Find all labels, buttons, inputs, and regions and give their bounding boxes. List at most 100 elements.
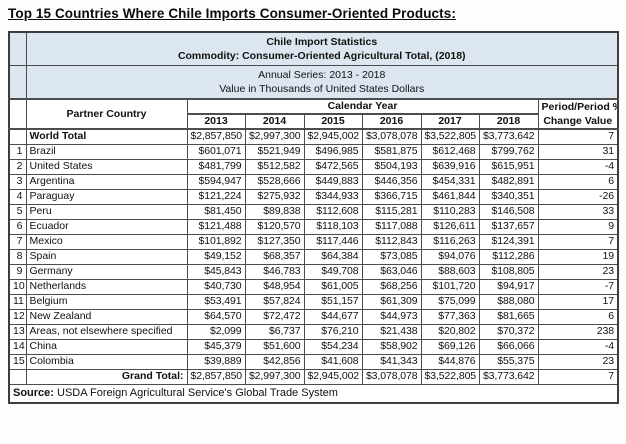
year-header-2018: 2018 xyxy=(478,113,539,130)
value-cell-2018: $799,762 xyxy=(478,143,539,160)
value-cell-2013: $121,488 xyxy=(186,218,246,235)
value-cell-2018: $3,773,642 xyxy=(478,368,539,385)
table-subtitle-cell: Annual Series: 2013 - 2018 Value in Thou… xyxy=(25,65,619,100)
country-cell: Argentina xyxy=(25,173,188,190)
value-cell-2017: $88,603 xyxy=(420,263,480,280)
country-cell: New Zealand xyxy=(25,308,188,325)
value-cell-2016: $3,078,078 xyxy=(361,368,422,385)
header-row-years: 2013 2014 2015 2016 2017 2018 xyxy=(9,113,618,130)
value-cell-2016: $112,843 xyxy=(361,233,422,250)
value-cell-2017: $69,126 xyxy=(420,338,480,355)
country-cell: United States xyxy=(25,158,188,175)
value-cell-2017: $110,283 xyxy=(420,203,480,220)
value-cell-2014: $2,997,300 xyxy=(244,368,305,385)
table-row: 8 Spain $49,152 $68,357 $64,384 $73,085 $94,07… xyxy=(8,248,619,265)
country-cell: Paraguay xyxy=(25,188,188,205)
change-cell: 6 xyxy=(537,308,619,325)
value-cell-2013: $2,857,850 xyxy=(186,128,246,145)
value-cell-2013: $81,450 xyxy=(186,203,246,220)
period-header-line2: Change Value xyxy=(543,115,613,127)
value-cell-2018: $615,951 xyxy=(478,158,539,175)
period-change-header: Period/Period % Change Value xyxy=(537,98,619,130)
table-title-cell: Chile Import Statistics Commodity: Consu… xyxy=(25,31,619,66)
value-cell-2018: $94,917 xyxy=(478,278,539,295)
value-cell-2016: $115,281 xyxy=(361,203,422,220)
value-cell-2016: $3,078,078 xyxy=(361,128,422,145)
value-cell-2013: $53,491 xyxy=(186,293,246,310)
import-statistics-table: Chile Import Statistics Commodity: Consu… xyxy=(8,31,619,404)
page-title: Top 15 Countries Where Chile Imports Con… xyxy=(8,6,456,21)
value-cell-2018: $482,891 xyxy=(478,173,539,190)
value-cell-2015: $449,883 xyxy=(303,173,363,190)
value-cell-2018: $108,805 xyxy=(478,263,539,280)
change-cell: 7 xyxy=(537,128,619,145)
table-row: 7 Mexico $101,892 $127,350 $117,446 $112,843 $… xyxy=(8,233,619,250)
value-cell-2013: $481,799 xyxy=(186,158,246,175)
value-cell-2017: $75,099 xyxy=(420,293,480,310)
change-cell: -7 xyxy=(537,278,619,295)
source-cell: Source: USDA Foreign Agricultural Servic… xyxy=(8,383,619,404)
value-cell-2018: $66,066 xyxy=(478,338,539,355)
change-cell: 238 xyxy=(537,323,619,340)
value-cell-2016: $366,715 xyxy=(361,188,422,205)
value-cell-2015: $44,677 xyxy=(303,308,363,325)
country-cell: Belgium xyxy=(25,293,188,310)
change-cell: 17 xyxy=(537,293,619,310)
value-cell-2018: $137,657 xyxy=(478,218,539,235)
value-cell-2016: $68,256 xyxy=(361,278,422,295)
value-cell-2013: $45,843 xyxy=(186,263,246,280)
value-cell-2016: $446,356 xyxy=(361,173,422,190)
country-cell: Peru xyxy=(25,203,188,220)
table-title: Chile Import Statistics xyxy=(266,36,378,48)
value-cell-2014: $46,783 xyxy=(244,263,305,280)
value-cell-2018: $70,372 xyxy=(478,323,539,340)
rank-cell: 1 xyxy=(8,143,27,160)
change-cell: 23 xyxy=(537,353,619,370)
rank-cell: 9 xyxy=(8,263,27,280)
value-cell-2015: $51,157 xyxy=(303,293,363,310)
value-cell-2013: $2,857,850 xyxy=(186,368,246,385)
value-cell-2015: $41,608 xyxy=(303,353,363,370)
value-cell-2015: $496,985 xyxy=(303,143,363,160)
value-cell-2014: $275,932 xyxy=(244,188,305,205)
rank-cell: 13 xyxy=(8,323,27,340)
value-cell-2016: $58,902 xyxy=(361,338,422,355)
change-cell: 31 xyxy=(537,143,619,160)
value-cell-2017: $639,916 xyxy=(420,158,480,175)
table-row: 4 Paraguay $121,224 $275,932 $344,933 $366,71… xyxy=(8,188,619,205)
table-row: 6 Ecuador $121,488 $120,570 $118,103 $117,088… xyxy=(8,218,619,235)
value-cell-2017: $77,363 xyxy=(420,308,480,325)
table-row: 12 New Zealand $64,570 $72,472 $44,677 $44,97… xyxy=(8,308,619,325)
value-cell-2013: $121,224 xyxy=(186,188,246,205)
value-cell-2016: $504,193 xyxy=(361,158,422,175)
rank-cell: 4 xyxy=(8,188,27,205)
table-row: 14 China $45,379 $51,600 $54,234 $58,902 $69,1… xyxy=(8,338,619,355)
value-cell-2014: $72,472 xyxy=(244,308,305,325)
country-cell: Colombia xyxy=(25,353,188,370)
country-cell: Spain xyxy=(25,248,188,265)
change-cell: 23 xyxy=(537,263,619,280)
corner-cell xyxy=(8,31,27,66)
table-row: 13 Areas, not elsewhere specified $2,099 $6… xyxy=(8,323,619,340)
value-cell-2017: $3,522,805 xyxy=(420,368,480,385)
rank-cell: 11 xyxy=(8,293,27,310)
table-title-band: Chile Import Statistics Commodity: Consu… xyxy=(8,31,619,66)
table-row: 9 Germany $45,843 $46,783 $49,708 $63,046 $88,… xyxy=(8,263,619,280)
table-subtitle-band: Annual Series: 2013 - 2018 Value in Thou… xyxy=(8,65,619,100)
value-cell-2013: $64,570 xyxy=(186,308,246,325)
rank-cell: 10 xyxy=(8,278,27,295)
grand-total-row: Grand Total: $2,857,850 $2,997,300 $2,945,0… xyxy=(8,368,619,385)
value-cell-2014: $528,666 xyxy=(244,173,305,190)
table-row: 11 Belgium $53,491 $57,824 $51,157 $61,309 $75… xyxy=(8,293,619,310)
rank-cell: 6 xyxy=(8,218,27,235)
value-cell-2016: $63,046 xyxy=(361,263,422,280)
change-cell: 7 xyxy=(537,233,619,250)
value-cell-2013: $2,099 xyxy=(186,323,246,340)
value-cell-2016: $61,309 xyxy=(361,293,422,310)
value-cell-2018: $55,375 xyxy=(478,353,539,370)
page: Top 15 Countries Where Chile Imports Con… xyxy=(8,6,619,404)
rank-cell: 14 xyxy=(8,338,27,355)
value-cell-2013: $45,379 xyxy=(186,338,246,355)
value-cell-2014: $89,838 xyxy=(244,203,305,220)
country-cell: Germany xyxy=(25,263,188,280)
